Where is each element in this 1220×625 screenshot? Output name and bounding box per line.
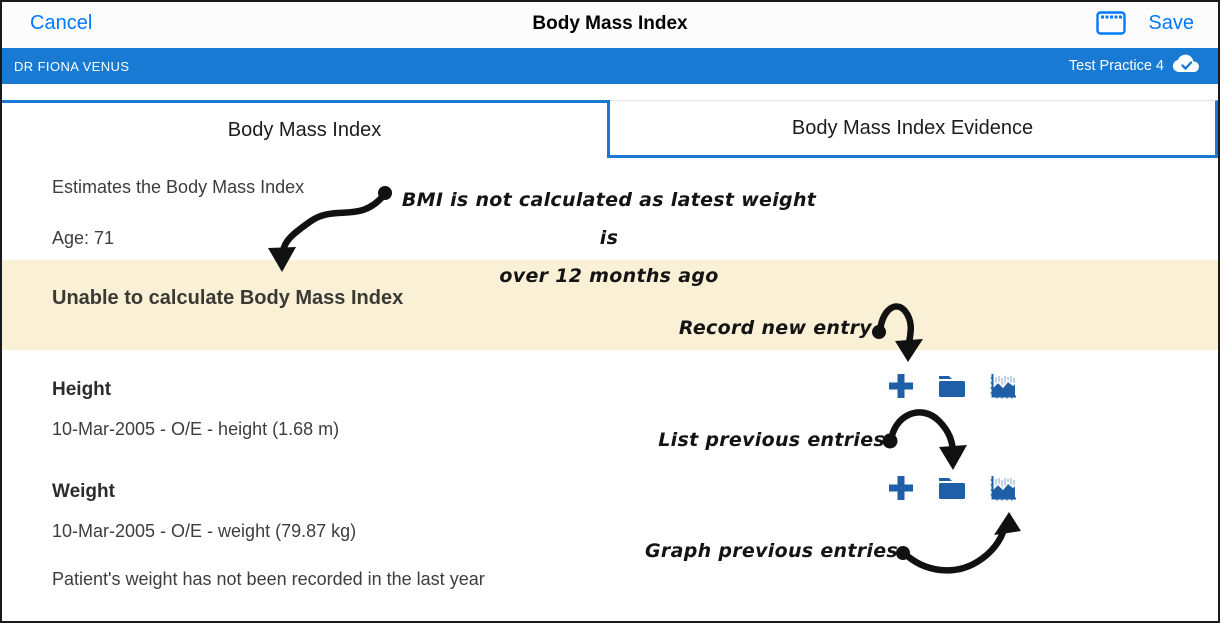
weight-label: Weight — [52, 481, 115, 502]
practice-bar: DR FIONA VENUS Test Practice 4 — [2, 48, 1218, 84]
height-label: Height — [52, 379, 112, 400]
tab-bar: Body Mass Index Body Mass Index Evidence — [2, 100, 1218, 158]
annotation-bmi-note-line2: over 12 months ago — [499, 265, 719, 287]
height-graph-button[interactable] — [988, 371, 1018, 401]
plus-icon — [886, 476, 916, 506]
navbar-right-group: Save — [1096, 10, 1194, 36]
folder-icon — [937, 376, 967, 403]
chart-icon — [988, 476, 1018, 506]
arrow-graph-previous-entries — [900, 525, 1008, 574]
height-latest-entry: 10-Mar-2005 - O/E - height (1.68 m) — [52, 419, 340, 439]
calendar-icon[interactable] — [1096, 10, 1127, 36]
weight-footnote: Patient's weight has not been recorded i… — [52, 569, 485, 589]
weight-list-button[interactable] — [937, 474, 967, 502]
height-add-button[interactable] — [886, 371, 916, 401]
height-list-button[interactable] — [937, 372, 967, 400]
arrow-list-previous-entries — [887, 409, 957, 454]
practice-status: Test Practice 4 — [1069, 54, 1200, 79]
plus-icon — [886, 374, 916, 404]
navbar: Cancel Body Mass Index Save — [2, 2, 1218, 47]
cancel-button[interactable]: Cancel — [30, 12, 93, 34]
weight-add-button[interactable] — [886, 473, 916, 503]
height-actions — [886, 370, 1018, 402]
doctor-name: DR FIONA VENUS — [14, 58, 130, 74]
weight-actions — [886, 472, 1018, 504]
tab-body-mass-index[interactable]: Body Mass Index — [2, 100, 610, 158]
save-button[interactable]: Save — [1148, 11, 1194, 34]
template-description: Estimates the Body Mass Index — [52, 177, 305, 197]
annotation-record-new-entry: Record new entry — [678, 317, 872, 339]
warning-banner-text: Unable to calculate Body Mass Index — [52, 287, 404, 309]
practice-name: Test Practice 4 — [1068, 58, 1164, 74]
folder-icon — [937, 478, 967, 505]
annotation-graph-previous-entries: Graph previous entries — [645, 540, 898, 562]
cloud-sync-icon — [1172, 54, 1200, 79]
page-title: Body Mass Index — [532, 13, 688, 34]
weight-graph-button[interactable] — [988, 473, 1018, 503]
arrow-bmi-note — [279, 191, 388, 255]
annotation-list-previous-entries: List previous entries — [658, 429, 885, 451]
weight-latest-entry: 10-Mar-2005 - O/E - weight (79.87 kg) — [52, 521, 357, 541]
chart-icon — [988, 374, 1018, 404]
annotation-bmi-note: BMI is not calculated as latest weight i… — [394, 181, 824, 295]
tab-body-mass-index-evidence[interactable]: Body Mass Index Evidence — [610, 100, 1218, 158]
warning-banner: Unable to calculate Body Mass Index — [2, 260, 1218, 350]
patient-age: Age: 71 — [52, 228, 115, 248]
annotation-bmi-note-line1: BMI is not calculated as latest weight i… — [401, 189, 817, 249]
